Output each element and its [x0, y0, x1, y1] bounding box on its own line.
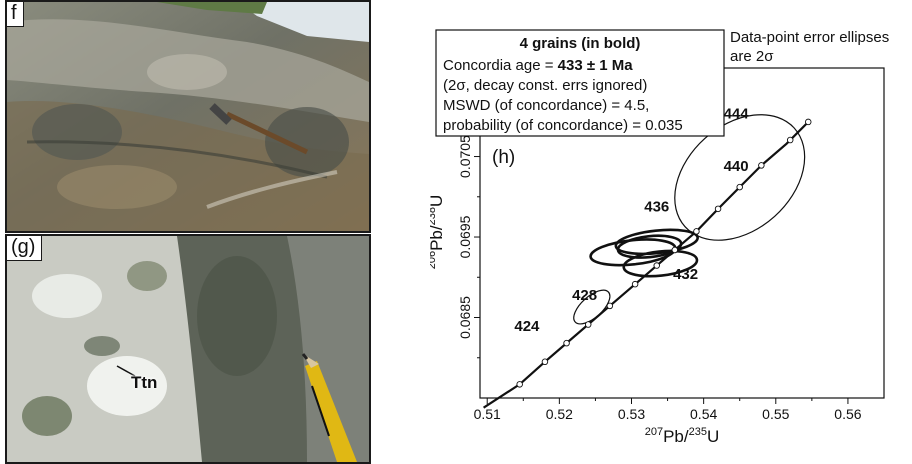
error-ellipse — [674, 114, 806, 241]
age-label: 444 — [724, 106, 750, 123]
concordia-age-marker — [714, 205, 722, 213]
age-label: 436 — [644, 198, 669, 215]
concordia-age-marker — [805, 118, 812, 126]
y-label-mass-238: 238 — [430, 207, 438, 225]
y-label-mass-206: 206 — [430, 251, 438, 269]
panel-label-f: f — [7, 2, 24, 27]
outcrop-photo-image — [7, 2, 369, 231]
concordia-age-marker — [541, 358, 549, 366]
photo-outcrop-f: f — [5, 0, 371, 233]
probability-line: probability (of concordance) = 0.035 — [443, 117, 683, 134]
x-axis-label: 207Pb/235U — [645, 426, 720, 446]
concordia-age-marker — [516, 381, 523, 388]
x-tick-label: 0.51 — [474, 406, 501, 422]
mswd-line: MSWD (of concordance) = 4.5, — [443, 97, 649, 114]
bold-error-ellipse — [614, 228, 699, 256]
x-tick-label: 0.55 — [762, 406, 789, 422]
age-label: 428 — [572, 287, 597, 304]
y-axis-ticks: 0.0685 0.0695 0.0705 — [457, 115, 480, 359]
concordia-age-marker — [671, 246, 679, 254]
concordia-chart: 0.51 0.52 0.53 0.54 0.55 0.56 0.06850.06950.0… — [430, 29, 889, 446]
y-label-pb: Pb/ — [430, 225, 446, 251]
titanite-annotation: Ttn — [131, 373, 158, 392]
age-label: 440 — [724, 158, 749, 175]
age-labels: 424 428 432 436 440 444 — [514, 106, 749, 335]
error-note-line-2: are 2σ — [730, 48, 774, 65]
x-label-mass-207: 207 — [645, 426, 663, 438]
y-tick-label: 0.0705 — [457, 135, 473, 178]
concordia-age-marker — [786, 136, 794, 144]
y-label-u: U — [430, 195, 446, 207]
info-box-title: 4 grains (in bold) — [520, 35, 641, 52]
x-tick-label: 0.56 — [834, 406, 861, 422]
info-box — [435, 29, 725, 137]
concordia-age-marker — [736, 183, 743, 191]
concordia-age-marker — [606, 302, 614, 310]
decay-const-note: (2σ, decay const. errs ignored) — [443, 77, 647, 94]
photo-outcrop-g: (g) Ttn — [5, 234, 371, 464]
x-label-mass-235: 235 — [689, 426, 707, 438]
titanite-photo-image — [7, 236, 369, 462]
error-note-line-1: Data-point error ellipses — [730, 29, 889, 46]
concordia-age-prefix: Concordia age = — [443, 57, 558, 74]
concordia-age-marker — [653, 262, 660, 269]
concordia-age-marker — [584, 321, 592, 328]
x-tick-label: 0.53 — [618, 406, 645, 422]
panel-label-g: (g) — [7, 236, 43, 261]
x-tick-label: 0.54 — [690, 406, 717, 422]
x-tick-label: 0.52 — [546, 406, 573, 422]
concordia-age-marker — [693, 228, 700, 235]
y-axis-label: 206Pb/238U — [430, 195, 446, 270]
age-label: 432 — [673, 266, 698, 283]
concordia-age-line: Concordia age = 433 ± 1 Ma — [443, 57, 633, 74]
concordia-age-value: 433 ± 1 Ma — [558, 57, 634, 74]
x-label-pb: Pb/ — [663, 427, 689, 446]
concordia-age-marker — [758, 162, 765, 169]
x-axis-ticks: 0.51 0.52 0.53 0.54 0.55 0.56 — [474, 398, 862, 422]
age-label: 424 — [514, 318, 540, 335]
concordia-age-marker — [631, 280, 639, 288]
bold-error-ellipse — [622, 249, 699, 278]
y-tick-label: 0.0695 — [457, 215, 473, 258]
panel-label-h: (h) — [492, 147, 515, 168]
concordia-age-marker — [563, 339, 570, 347]
concordia-curve — [483, 118, 812, 409]
y-tick-label: 0.0685 — [457, 296, 473, 339]
x-label-u: U — [707, 427, 719, 446]
